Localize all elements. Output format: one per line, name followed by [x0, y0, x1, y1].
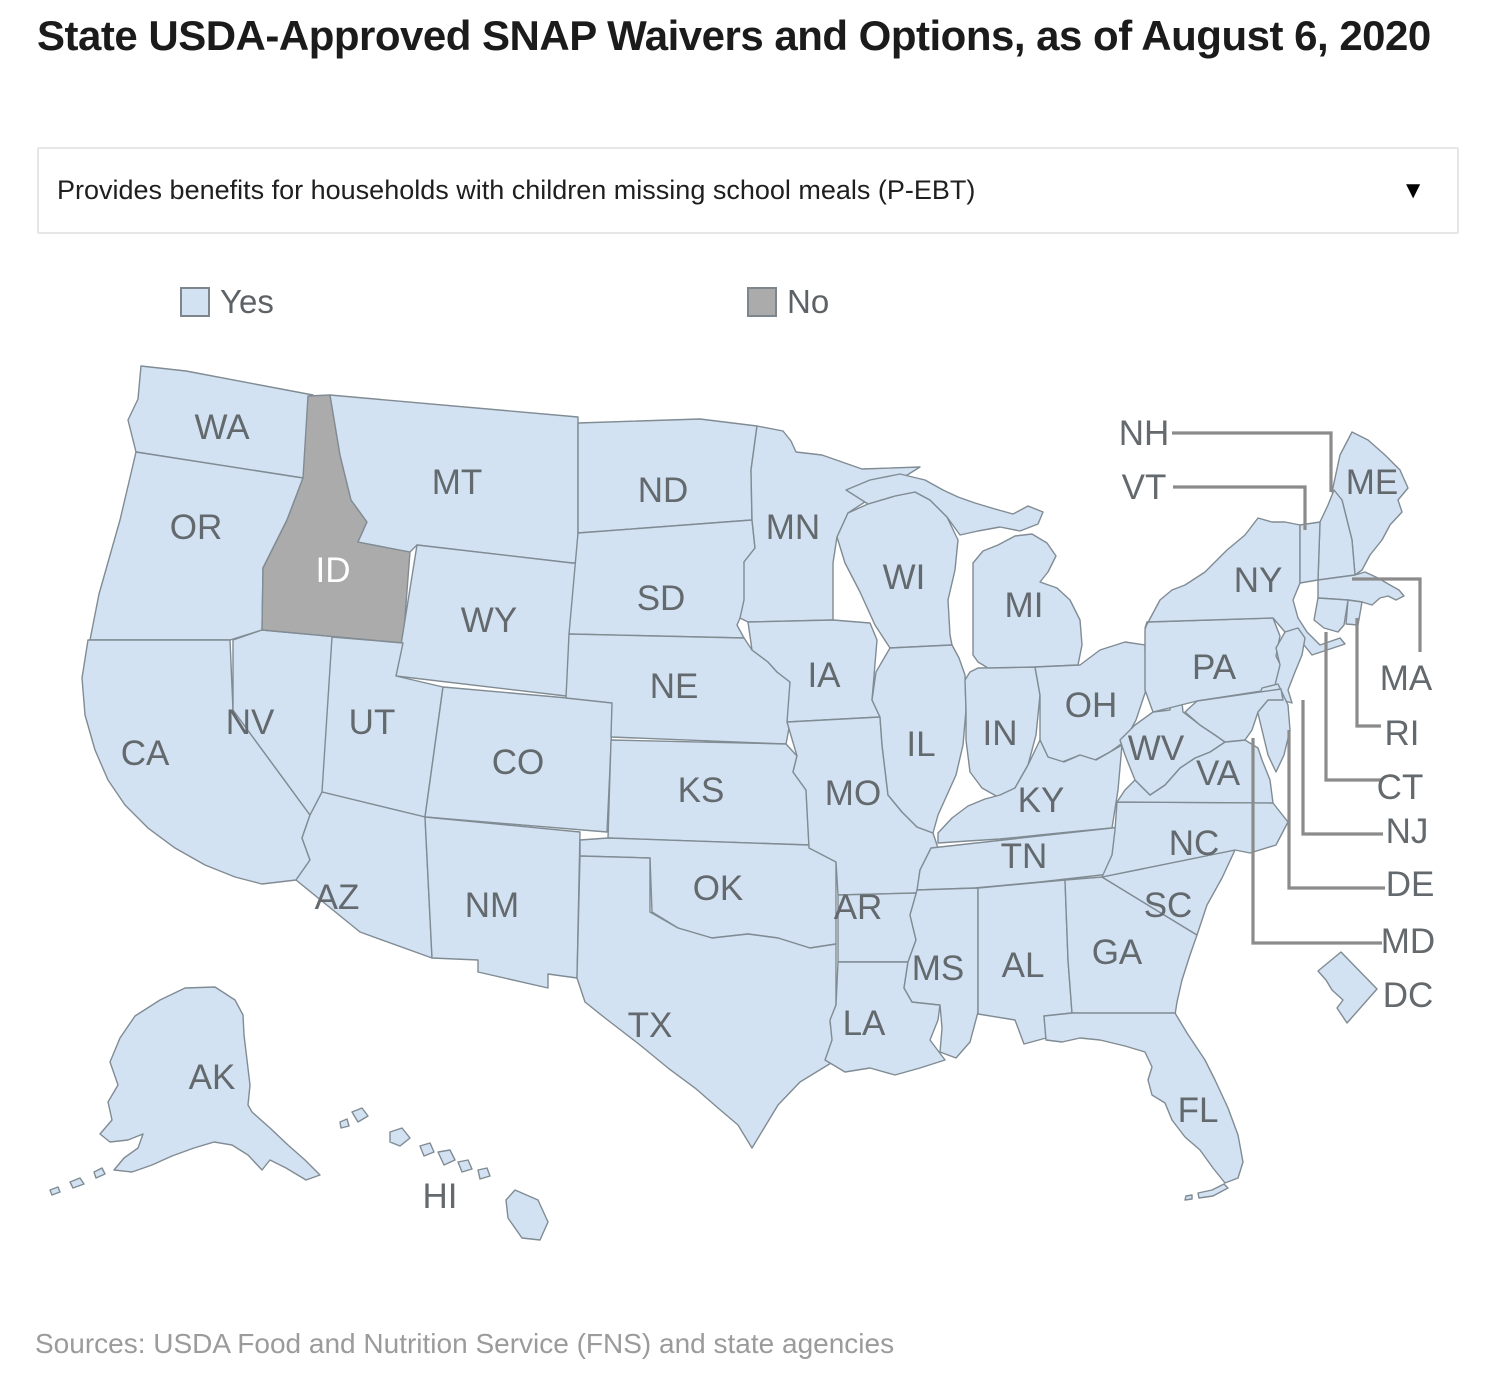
- callout-label-vt: VT: [1122, 468, 1167, 507]
- filter-dropdown-value: Provides benefits for households with ch…: [57, 175, 976, 205]
- source-note: Sources: USDA Food and Nutrition Service…: [35, 1328, 895, 1359]
- state-tx[interactable]: [576, 855, 837, 1149]
- legend-label-no: No: [787, 283, 830, 320]
- state-co[interactable]: [424, 686, 614, 833]
- state-az[interactable]: [295, 791, 433, 959]
- callout-line-md: [1251, 738, 1382, 945]
- callout-line-ma: [1352, 577, 1422, 652]
- chevron-down-icon: ▼: [1401, 176, 1425, 204]
- callout-line-nj: [1301, 700, 1383, 836]
- callout-line-ct: [1324, 632, 1383, 782]
- state-ky[interactable]: [937, 739, 1123, 844]
- legend-label-yes: Yes: [220, 283, 274, 320]
- state-dc[interactable]: [1317, 951, 1378, 1024]
- legend-swatch-no: [747, 287, 777, 317]
- state-ms[interactable]: [903, 887, 979, 1059]
- state-md[interactable]: [1184, 688, 1284, 743]
- state-label-dc: DC: [1383, 976, 1434, 1015]
- state-wy[interactable]: [395, 544, 579, 697]
- legend: Yes No: [0, 283, 1496, 320]
- callout-label-ma: MA: [1380, 659, 1433, 698]
- state-ar[interactable]: [837, 892, 918, 963]
- callout-label-ri: RI: [1385, 714, 1420, 753]
- state-ri[interactable]: [1345, 599, 1363, 626]
- callout-label-ct: CT: [1377, 768, 1424, 807]
- callout-label-nh: NH: [1119, 414, 1170, 453]
- page-title: State USDA-Approved SNAP Waivers and Opt…: [37, 12, 1431, 59]
- state-label-hi: HI: [423, 1177, 458, 1216]
- state-shapes: [49, 365, 1409, 1241]
- legend-swatch-yes: [180, 287, 210, 317]
- state-fl[interactable]: [1043, 1012, 1244, 1201]
- filter-dropdown[interactable]: Provides benefits for households with ch…: [37, 147, 1459, 234]
- state-mt[interactable]: [329, 394, 579, 564]
- state-il[interactable]: [871, 644, 967, 834]
- state-sd[interactable]: [568, 519, 756, 639]
- state-nj[interactable]: [1274, 627, 1306, 704]
- callout-line-nh: [1172, 431, 1333, 492]
- callout-line-vt: [1173, 485, 1307, 530]
- legend-item-no: No: [747, 283, 829, 321]
- state-de[interactable]: [1255, 683, 1291, 773]
- callout-label-de: DE: [1386, 865, 1435, 904]
- state-nd[interactable]: [577, 418, 758, 534]
- callout-lines: [1172, 431, 1422, 945]
- state-ct[interactable]: [1313, 597, 1349, 633]
- legend-item-yes: Yes: [180, 283, 274, 321]
- callout-label-md: MD: [1381, 922, 1435, 961]
- state-vt[interactable]: [1299, 521, 1321, 584]
- callout-line-de: [1287, 730, 1385, 890]
- callout-label-nj: NJ: [1386, 812, 1429, 851]
- state-nm[interactable]: [424, 816, 581, 989]
- state-ks[interactable]: [607, 739, 810, 846]
- state-ak[interactable]: [49, 986, 321, 1196]
- callout-line-ri: [1355, 618, 1381, 728]
- state-hi[interactable]: [339, 1107, 549, 1241]
- state-nc[interactable]: [1101, 801, 1289, 878]
